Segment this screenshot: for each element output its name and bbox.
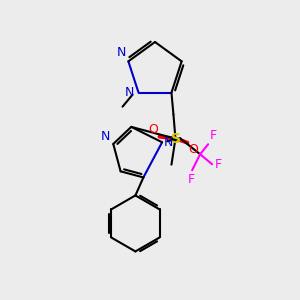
Text: O: O [148,123,158,136]
Text: F: F [188,173,195,186]
Text: N: N [125,86,134,99]
Text: F: F [210,129,217,142]
Text: F: F [215,158,222,171]
Text: N: N [117,46,126,59]
Text: N: N [101,130,110,143]
Text: N: N [164,136,173,149]
Text: S: S [172,132,182,146]
Text: O: O [188,143,198,156]
